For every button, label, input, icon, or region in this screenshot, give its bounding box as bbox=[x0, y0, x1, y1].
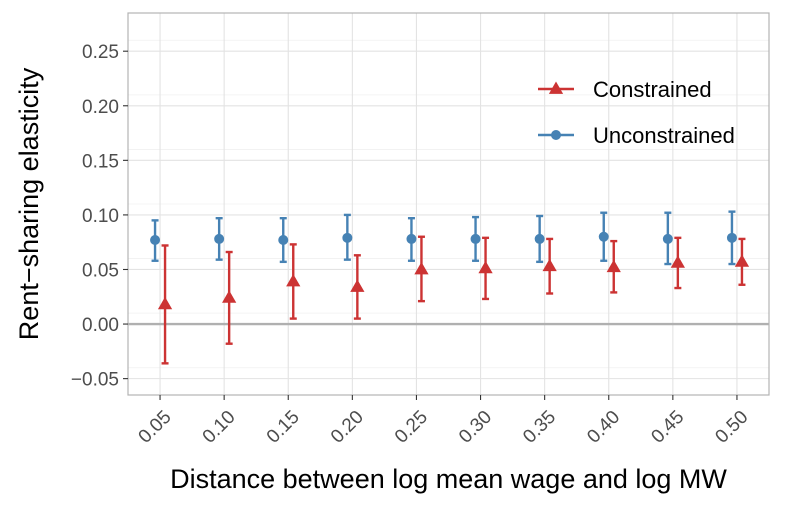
point-unconstrained bbox=[534, 233, 545, 244]
point-unconstrained bbox=[278, 235, 289, 246]
point-constrained bbox=[606, 259, 621, 273]
legend-key-marker-unconstrained bbox=[551, 130, 561, 140]
point-constrained bbox=[478, 260, 493, 274]
point-constrained bbox=[222, 290, 237, 303]
y-tick-label: 0.00 bbox=[82, 315, 119, 336]
x-tick-label: 0.40 bbox=[583, 407, 624, 448]
legend-label-unconstrained: Unconstrained bbox=[593, 123, 735, 148]
point-constrained bbox=[670, 255, 685, 268]
point-unconstrained bbox=[598, 231, 609, 242]
x-tick-label: 0.20 bbox=[327, 407, 368, 448]
point-constrained bbox=[286, 273, 301, 287]
y-tick-label: 0.10 bbox=[82, 206, 119, 227]
series-constrained bbox=[157, 235, 750, 365]
point-unconstrained bbox=[662, 233, 673, 244]
x-tick-label: 0.25 bbox=[391, 407, 432, 448]
point-constrained bbox=[542, 258, 557, 272]
legend-item-constrained: Constrained bbox=[538, 77, 712, 102]
legend: Constrained Unconstrained bbox=[538, 77, 735, 148]
y-axis-title: Rent−sharing elasticity bbox=[14, 67, 44, 340]
point-unconstrained bbox=[470, 233, 481, 244]
y-tick-label: 0.20 bbox=[82, 97, 119, 118]
x-tick-label: 0.15 bbox=[263, 407, 304, 448]
legend-key-marker-constrained bbox=[548, 81, 564, 94]
y-tick-label: 0.25 bbox=[82, 42, 119, 63]
series-layer bbox=[150, 210, 750, 365]
x-tick-label: 0.50 bbox=[711, 407, 752, 448]
point-constrained bbox=[350, 279, 365, 292]
x-tick-label: 0.30 bbox=[455, 407, 496, 448]
series-unconstrained bbox=[150, 210, 737, 266]
point-constrained bbox=[157, 296, 173, 310]
point-unconstrained bbox=[406, 233, 417, 244]
x-tick-label: 0.05 bbox=[135, 407, 176, 448]
point-unconstrained bbox=[726, 232, 737, 243]
legend-label-constrained: Constrained bbox=[593, 77, 712, 102]
x-tick-label: 0.45 bbox=[647, 407, 688, 448]
panel-border bbox=[127, 12, 770, 396]
y-tick-label: −0.05 bbox=[71, 370, 119, 391]
point-unconstrained bbox=[214, 233, 225, 244]
grid-layer bbox=[128, 13, 769, 395]
point-constrained bbox=[414, 261, 429, 275]
point-unconstrained bbox=[150, 235, 161, 246]
point-constrained bbox=[734, 254, 750, 267]
x-tick-label: 0.10 bbox=[199, 407, 240, 448]
y-tick-label: 0.05 bbox=[82, 260, 119, 281]
x-tick-label: 0.35 bbox=[519, 407, 560, 448]
legend-item-unconstrained: Unconstrained bbox=[538, 123, 735, 148]
x-axis-title: Distance between log mean wage and log M… bbox=[170, 464, 727, 494]
point-unconstrained bbox=[342, 232, 353, 243]
y-tick-label: 0.15 bbox=[82, 151, 119, 172]
